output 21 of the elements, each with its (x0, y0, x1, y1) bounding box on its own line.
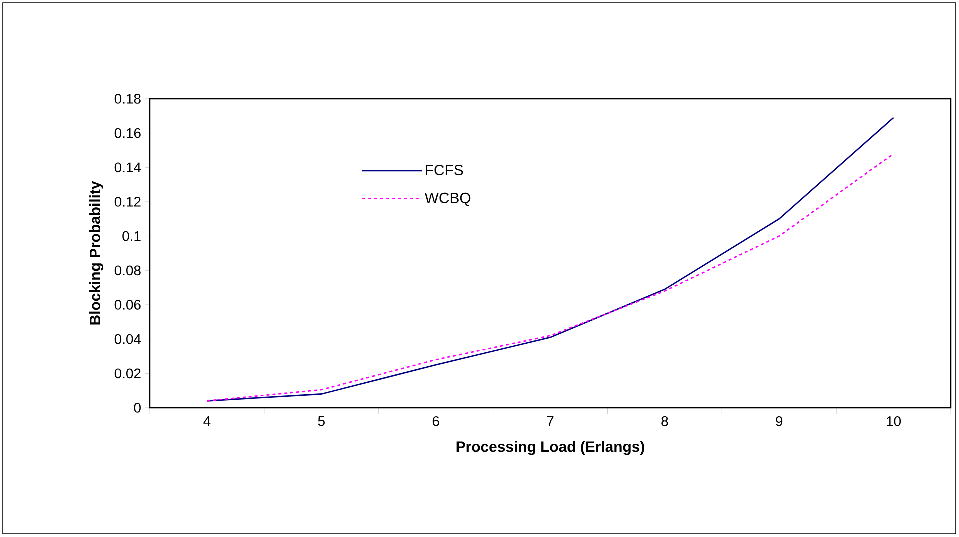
x-axis-title: Processing Load (Erlangs) (456, 441, 644, 456)
x-tick-label: 9 (776, 416, 783, 426)
x-tick-label: 10 (887, 416, 902, 426)
y-tick-label: 0.1 (122, 231, 141, 242)
y-tick-label: 0 (134, 403, 141, 413)
y-tick-label: 0.16 (114, 128, 141, 138)
y-tick-label: 0.18 (114, 94, 141, 104)
x-tick-label: 4 (204, 416, 211, 426)
x-tick-label: 8 (662, 416, 668, 426)
legend-label: FCFS (426, 164, 464, 176)
y-axis-title: Blocking Probability (90, 181, 104, 325)
legend-label: WCBQ (424, 192, 471, 206)
y-tick-label: 0.06 (114, 300, 141, 310)
y-tick-label: 0.08 (114, 266, 141, 276)
x-tick-label: 6 (432, 416, 440, 426)
x-tick-label: 5 (318, 416, 325, 426)
y-tick-label: 0.12 (114, 197, 141, 207)
x-tick-label: 7 (547, 416, 554, 426)
y-tick-label: 0.04 (114, 334, 142, 344)
y-tick-label: 0.02 (114, 368, 141, 379)
y-tick-label: 0.14 (114, 162, 142, 173)
